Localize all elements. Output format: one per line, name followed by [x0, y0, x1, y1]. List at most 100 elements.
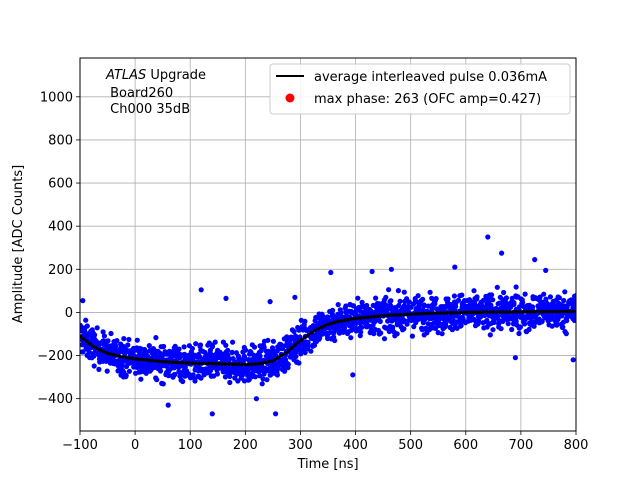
average-pulse-point [514, 310, 519, 314]
average-pulse-point [494, 310, 499, 314]
plot-frame [79, 57, 577, 432]
scatter-point [143, 370, 149, 376]
scatter-point [571, 304, 576, 310]
scatter-point [509, 326, 515, 333]
average-pulse-point [504, 310, 509, 314]
scatter-point [396, 302, 402, 309]
average-pulse-point [141, 357, 145, 362]
scatter-point [121, 336, 127, 342]
scatter-point [485, 234, 491, 240]
scatter-point [377, 318, 383, 325]
y-tick-label: 800 [48, 133, 73, 148]
average-pulse-point [524, 309, 529, 314]
scatter-point [302, 349, 308, 356]
average-pulse-point [369, 315, 373, 319]
average-pulse-point [362, 315, 367, 320]
scatter-point [445, 296, 451, 302]
scatter-point [490, 297, 496, 303]
average-pulse-point [299, 337, 304, 342]
average-pulse-point [256, 362, 261, 366]
scatter-point [176, 346, 182, 352]
average-pulse-point [177, 360, 181, 365]
scatter-point [381, 336, 388, 342]
scatter-point [241, 354, 247, 360]
scatter-point [212, 339, 218, 345]
average-pulse-point [518, 310, 522, 314]
average-pulse-point [154, 359, 158, 363]
scatter-point [138, 376, 144, 382]
scatter-point [404, 321, 410, 327]
scatter-point [223, 295, 229, 301]
scatter-point [274, 372, 280, 378]
scatter-point [386, 287, 392, 293]
average-pulse-point [570, 309, 575, 314]
average-pulse-point [217, 362, 221, 366]
y-tick-label: 1000 [40, 90, 73, 105]
scatter-point [154, 377, 160, 383]
scatter-point [499, 250, 505, 256]
average-pulse-point [144, 358, 148, 362]
scatter-point [443, 321, 449, 327]
scatter-point [223, 365, 230, 371]
scatter-point [350, 303, 356, 309]
scatter-point [267, 299, 273, 305]
average-pulse-point [250, 362, 254, 367]
average-pulse-point [356, 316, 360, 321]
average-pulse-point [342, 318, 347, 323]
scatter-point [338, 310, 344, 316]
scatter-point [223, 342, 229, 348]
x-tick-label: 0 [131, 438, 139, 453]
average-pulse-point [455, 310, 459, 315]
x-tick-label: 200 [233, 438, 258, 453]
scatter-point [257, 373, 263, 379]
average-pulse-point [336, 319, 340, 324]
average-pulse-point [547, 309, 552, 314]
scatter-point [453, 303, 459, 310]
scatter-point [388, 266, 394, 272]
scatter-point [371, 331, 377, 337]
scatter-point [411, 324, 417, 330]
average-pulse-point [296, 340, 301, 345]
scatter-point [157, 368, 164, 374]
scatter-point [259, 381, 265, 387]
average-pulse-point [461, 310, 466, 315]
average-pulse-point [236, 362, 241, 367]
atlas-annotation: ATLAS Upgrade Board260 Ch000 35dB [105, 68, 206, 117]
average-pulse-point [405, 312, 410, 317]
average-pulse-point [557, 309, 562, 314]
scatter-point [313, 314, 319, 321]
scatter-point [84, 323, 90, 329]
scatter-point [114, 338, 120, 344]
average-pulse-point [124, 355, 129, 360]
x-axis: −100 0 100 200 300 400 500 600 700 800 [62, 431, 588, 453]
average-pulse-point [283, 351, 287, 356]
scatter-point [358, 329, 364, 335]
average-pulse-point [329, 321, 334, 326]
scatter-point [80, 298, 86, 304]
scatter-point [421, 302, 427, 308]
scatter-point [153, 335, 159, 341]
scatter-point [516, 330, 522, 337]
scatter-point [512, 355, 519, 361]
scatter-point [427, 289, 433, 295]
average-pulse-point [481, 310, 486, 314]
scatter-point [433, 296, 439, 302]
average-pulse-point [385, 313, 390, 318]
average-pulse-point [220, 362, 224, 366]
scatter-point [91, 363, 97, 369]
x-tick-label: 600 [453, 438, 478, 453]
average-pulse-point [243, 362, 248, 367]
scatter-point [556, 295, 563, 301]
average-pulse-point [88, 342, 92, 346]
scatter-point [165, 402, 171, 408]
scatter-point [562, 289, 568, 295]
average-pulse-point [253, 362, 258, 366]
scatter-point [554, 322, 560, 328]
y-tick-label: −200 [37, 349, 73, 364]
average-pulse-point [392, 313, 396, 317]
average-pulse-point [200, 361, 205, 366]
scatter-point [96, 366, 102, 372]
average-pulse-point [567, 309, 572, 314]
scatter-point [193, 341, 199, 347]
